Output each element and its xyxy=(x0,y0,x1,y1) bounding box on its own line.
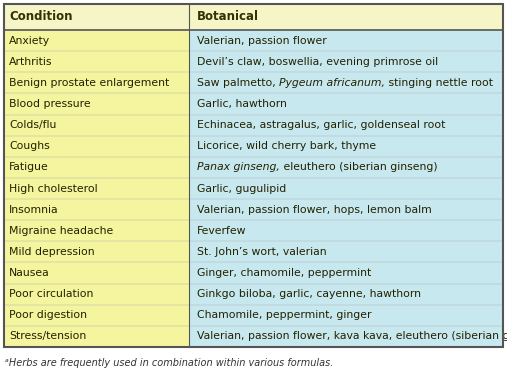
Text: stinging nettle root: stinging nettle root xyxy=(385,78,493,88)
Text: Valerian, passion flower, hops, lemon balm: Valerian, passion flower, hops, lemon ba… xyxy=(197,205,432,214)
Text: Chamomile, peppermint, ginger: Chamomile, peppermint, ginger xyxy=(197,310,372,320)
Text: Mild depression: Mild depression xyxy=(9,247,95,257)
Bar xyxy=(4,30,189,51)
Bar xyxy=(4,93,189,115)
Text: Valerian, passion flower, kava kava, eleuthero (siberian ginseng): Valerian, passion flower, kava kava, ele… xyxy=(197,332,507,341)
Text: Anxiety: Anxiety xyxy=(9,35,50,46)
Bar xyxy=(4,72,189,93)
Bar xyxy=(189,93,503,115)
Bar xyxy=(4,178,189,199)
Text: High cholesterol: High cholesterol xyxy=(9,184,98,194)
Bar xyxy=(189,115,503,136)
Bar xyxy=(189,199,503,220)
Bar xyxy=(189,157,503,178)
Text: Coughs: Coughs xyxy=(9,141,50,151)
Bar xyxy=(189,283,503,305)
Text: Poor digestion: Poor digestion xyxy=(9,310,87,320)
Text: Saw palmetto,: Saw palmetto, xyxy=(197,78,279,88)
Bar xyxy=(189,305,503,326)
Text: ᵃHerbs are frequently used in combination within various formulas.: ᵃHerbs are frequently used in combinatio… xyxy=(5,358,334,368)
Bar xyxy=(4,115,189,136)
Text: Ginger, chamomile, peppermint: Ginger, chamomile, peppermint xyxy=(197,268,371,278)
Bar xyxy=(4,4,503,30)
Bar xyxy=(4,305,189,326)
Bar xyxy=(189,72,503,93)
Text: eleuthero (siberian ginseng): eleuthero (siberian ginseng) xyxy=(280,162,438,172)
Bar xyxy=(4,326,189,347)
Bar xyxy=(4,199,189,220)
Bar xyxy=(189,263,503,283)
Text: Garlic, gugulipid: Garlic, gugulipid xyxy=(197,184,286,194)
Text: Pygeum africanum,: Pygeum africanum, xyxy=(279,78,385,88)
Bar xyxy=(4,283,189,305)
Text: Migraine headache: Migraine headache xyxy=(9,226,113,236)
Bar xyxy=(189,136,503,157)
Bar xyxy=(189,178,503,199)
Text: Echinacea, astragalus, garlic, goldenseal root: Echinacea, astragalus, garlic, goldensea… xyxy=(197,120,445,130)
Text: Condition: Condition xyxy=(9,10,73,23)
Text: Stress/tension: Stress/tension xyxy=(9,332,86,341)
Text: St. John’s wort, valerian: St. John’s wort, valerian xyxy=(197,247,327,257)
Bar xyxy=(189,30,503,51)
Text: Licorice, wild cherry bark, thyme: Licorice, wild cherry bark, thyme xyxy=(197,141,376,151)
Text: Ginkgo biloba, garlic, cayenne, hawthorn: Ginkgo biloba, garlic, cayenne, hawthorn xyxy=(197,289,421,299)
Bar xyxy=(189,51,503,72)
Bar xyxy=(4,241,189,263)
Text: Nausea: Nausea xyxy=(9,268,50,278)
Bar xyxy=(4,263,189,283)
Bar xyxy=(4,51,189,72)
Bar xyxy=(189,326,503,347)
Text: Garlic, hawthorn: Garlic, hawthorn xyxy=(197,99,287,109)
Text: Poor circulation: Poor circulation xyxy=(9,289,93,299)
Text: Arthritis: Arthritis xyxy=(9,57,53,67)
Text: Benign prostate enlargement: Benign prostate enlargement xyxy=(9,78,169,88)
Text: Valerian, passion flower: Valerian, passion flower xyxy=(197,35,327,46)
Text: Botanical: Botanical xyxy=(197,10,259,23)
Text: Panax ginseng,: Panax ginseng, xyxy=(197,162,280,172)
Text: Devil’s claw, boswellia, evening primrose oil: Devil’s claw, boswellia, evening primros… xyxy=(197,57,438,67)
Text: Fatigue: Fatigue xyxy=(9,162,49,172)
Text: Insomnia: Insomnia xyxy=(9,205,59,214)
Text: Colds/flu: Colds/flu xyxy=(9,120,56,130)
Text: Feverfew: Feverfew xyxy=(197,226,246,236)
Bar xyxy=(189,241,503,263)
Text: Blood pressure: Blood pressure xyxy=(9,99,91,109)
Bar xyxy=(4,220,189,241)
Bar xyxy=(4,157,189,178)
Bar xyxy=(4,136,189,157)
Bar xyxy=(189,220,503,241)
